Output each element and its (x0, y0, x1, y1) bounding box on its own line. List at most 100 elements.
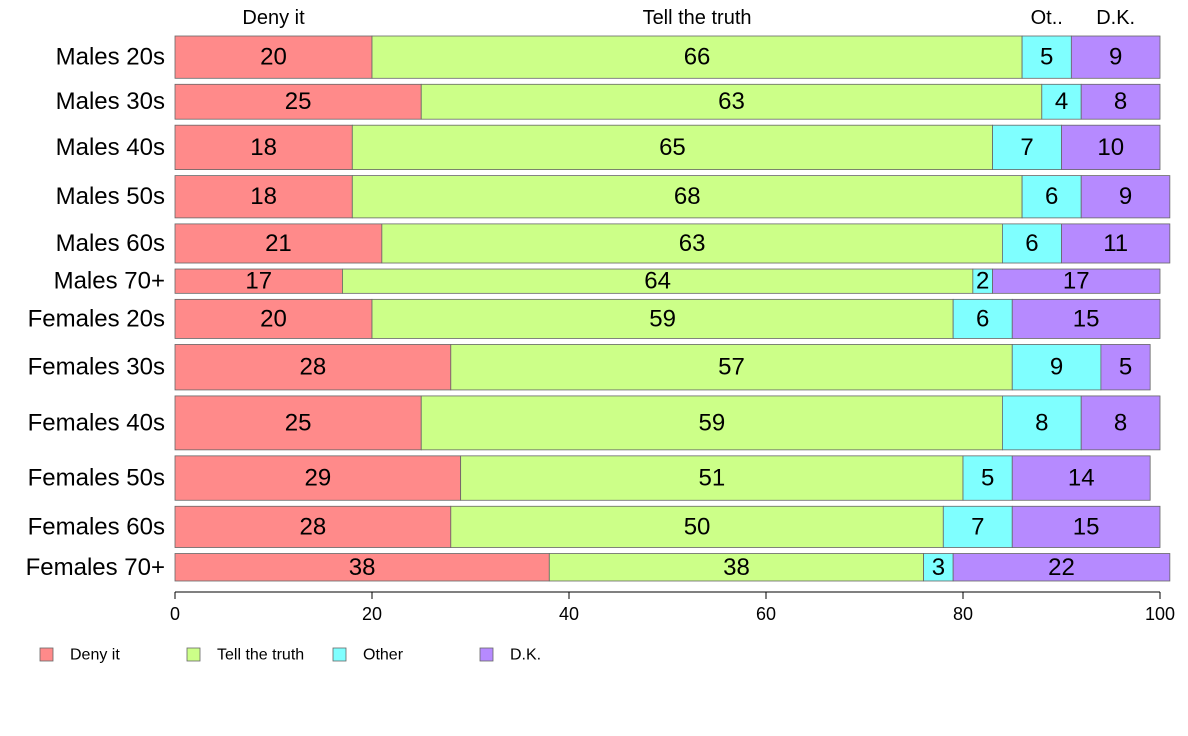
bar-segment-d-k-females-50s (1011, 455, 1151, 501)
data-label-tell-the-truth-females-40s: 59 (698, 409, 725, 436)
data-label-deny-it-males-20s: 20 (260, 44, 287, 71)
data-label-tell-the-truth-females-70: 38 (723, 554, 750, 581)
data-label-tell-the-truth-females-30s: 57 (718, 354, 745, 381)
bar-segment-deny-it-females-20s (174, 298, 373, 339)
bar-row-males-50s: 18 68 6 9 (174, 175, 1171, 219)
data-label-deny-it-females-70: 38 (349, 554, 376, 581)
data-label-other-males-40s: 7 (1020, 134, 1033, 161)
data-label-d-k-females-40s: 8 (1114, 409, 1127, 436)
data-label-tell-the-truth-males-30s: 63 (718, 88, 745, 115)
bar-segment-d-k-males-50s (1080, 175, 1171, 219)
bar-segment-d-k-males-70 (992, 268, 1161, 294)
data-label-deny-it-females-40s: 25 (285, 409, 312, 436)
data-label-d-k-males-40s: 10 (1097, 134, 1124, 161)
data-label-tell-the-truth-males-40s: 65 (659, 134, 686, 161)
bar-segment-d-k-females-30s (1100, 344, 1151, 391)
data-label-d-k-females-70: 22 (1048, 554, 1075, 581)
legend-swatch-tell-the-truth (186, 647, 201, 662)
bar-segment-d-k-males-60s (1061, 223, 1171, 264)
data-label-other-females-40s: 8 (1035, 409, 1048, 436)
legend-label-other: Other (363, 647, 404, 664)
bar-segment-deny-it-males-60s (174, 223, 383, 264)
x-tick-label-40: 40 (559, 604, 579, 624)
data-label-other-males-50s: 6 (1045, 183, 1058, 210)
category-label-females-60s: Females 60s (28, 513, 165, 540)
bar-segment-tell-the-truth-females-50s (460, 455, 964, 501)
bar-segment-deny-it-males-70 (174, 268, 343, 294)
legend-item-other: Other (332, 647, 404, 664)
bar-segment-deny-it-males-40s (174, 124, 353, 171)
data-label-d-k-females-60s: 15 (1073, 513, 1100, 540)
top-column-labels: Deny it Tell the truth Ot.. D.K. (242, 7, 1135, 29)
bar-segment-other-females-20s (952, 298, 1013, 339)
bar-row-males-60s: 21 63 6 11 (174, 223, 1171, 264)
bar-segment-tell-the-truth-males-60s (381, 223, 1003, 264)
data-label-d-k-males-30s: 8 (1114, 88, 1127, 115)
bar-segment-other-males-60s (1002, 223, 1062, 264)
bar-segment-tell-the-truth-females-60s (450, 505, 944, 548)
data-label-deny-it-females-30s: 28 (300, 354, 327, 381)
x-tick-label-100: 100 (1145, 604, 1175, 624)
x-tick-label-0: 0 (170, 604, 180, 624)
bar-row-males-20s: 20 66 5 9 (174, 35, 1161, 79)
legend: Deny it Tell the truth Other D.K. (39, 647, 541, 664)
data-label-tell-the-truth-females-50s: 51 (698, 465, 725, 492)
bar-segment-d-k-females-60s (1011, 505, 1161, 548)
top-label-tell-the-truth: Tell the truth (643, 7, 752, 29)
category-label-females-50s: Females 50s (28, 465, 165, 492)
bar-segment-d-k-females-70 (952, 553, 1171, 582)
data-label-deny-it-males-50s: 18 (250, 183, 277, 210)
bar-segment-tell-the-truth-males-50s (351, 175, 1023, 219)
bar-segment-deny-it-males-30s (174, 83, 422, 120)
bar-row-females-20s: 20 59 6 15 (174, 298, 1161, 339)
data-label-tell-the-truth-males-20s: 66 (684, 44, 711, 71)
data-label-other-males-20s: 5 (1040, 44, 1053, 71)
bar-segment-d-k-males-20s (1070, 35, 1161, 79)
bar-segment-deny-it-females-70 (174, 553, 550, 582)
bar-segment-tell-the-truth-females-30s (450, 344, 1013, 391)
category-label-males-50s: Males 50s (56, 183, 165, 210)
bar-segment-tell-the-truth-males-40s (351, 124, 993, 171)
legend-swatch-other (332, 647, 347, 662)
data-label-deny-it-females-50s: 29 (304, 465, 331, 492)
bar-segment-other-females-30s (1011, 344, 1102, 391)
bar-segment-tell-the-truth-males-30s (420, 83, 1043, 120)
data-label-tell-the-truth-females-60s: 50 (684, 513, 711, 540)
category-label-males-40s: Males 40s (56, 134, 165, 161)
top-label-d-k: D.K. (1096, 7, 1135, 29)
data-label-other-females-70: 3 (932, 554, 945, 581)
x-tick-label-20: 20 (362, 604, 382, 624)
bar-segment-other-males-30s (1041, 83, 1082, 120)
bar-segment-tell-the-truth-males-20s (371, 35, 1023, 79)
category-label-males-30s: Males 30s (56, 88, 165, 115)
bar-segment-other-males-20s (1021, 35, 1072, 79)
category-label-females-40s: Females 40s (28, 409, 165, 436)
legend-item-tell-the-truth: Tell the truth (186, 647, 304, 664)
data-label-other-males-70: 2 (976, 268, 989, 295)
data-label-d-k-males-60s: 11 (1103, 230, 1128, 257)
bar-segment-tell-the-truth-females-40s (420, 395, 1003, 451)
data-label-d-k-males-20s: 9 (1109, 44, 1122, 71)
x-tick-label-60: 60 (756, 604, 776, 624)
category-label-males-60s: Males 60s (56, 230, 165, 257)
data-label-tell-the-truth-males-60s: 63 (679, 230, 706, 257)
bar-row-males-40s: 18 65 7 10 (174, 124, 1161, 171)
data-label-d-k-females-20s: 15 (1073, 305, 1100, 332)
data-label-deny-it-females-20s: 20 (260, 305, 287, 332)
bar-row-males-70: 17 64 2 17 (174, 268, 1161, 295)
data-label-d-k-males-50s: 9 (1119, 183, 1132, 210)
x-axis: 0 20 40 60 80 100 (170, 591, 1175, 624)
legend-label-tell-the-truth: Tell the truth (217, 647, 304, 664)
category-label-females-70: Females 70+ (26, 554, 165, 581)
data-label-tell-the-truth-males-50s: 68 (674, 183, 701, 210)
bar-row-females-30s: 28 57 9 5 (174, 344, 1151, 391)
category-label-females-20s: Females 20s (28, 305, 165, 332)
data-label-other-males-30s: 4 (1055, 88, 1068, 115)
bar-segment-deny-it-females-50s (174, 455, 462, 501)
legend-label-d-k: D.K. (510, 647, 541, 664)
data-label-d-k-males-70: 17 (1063, 268, 1090, 295)
bar-segment-d-k-females-40s (1080, 395, 1161, 451)
data-label-other-females-60s: 7 (971, 513, 984, 540)
bar-segment-d-k-females-20s (1011, 298, 1161, 339)
x-tick-label-80: 80 (953, 604, 973, 624)
